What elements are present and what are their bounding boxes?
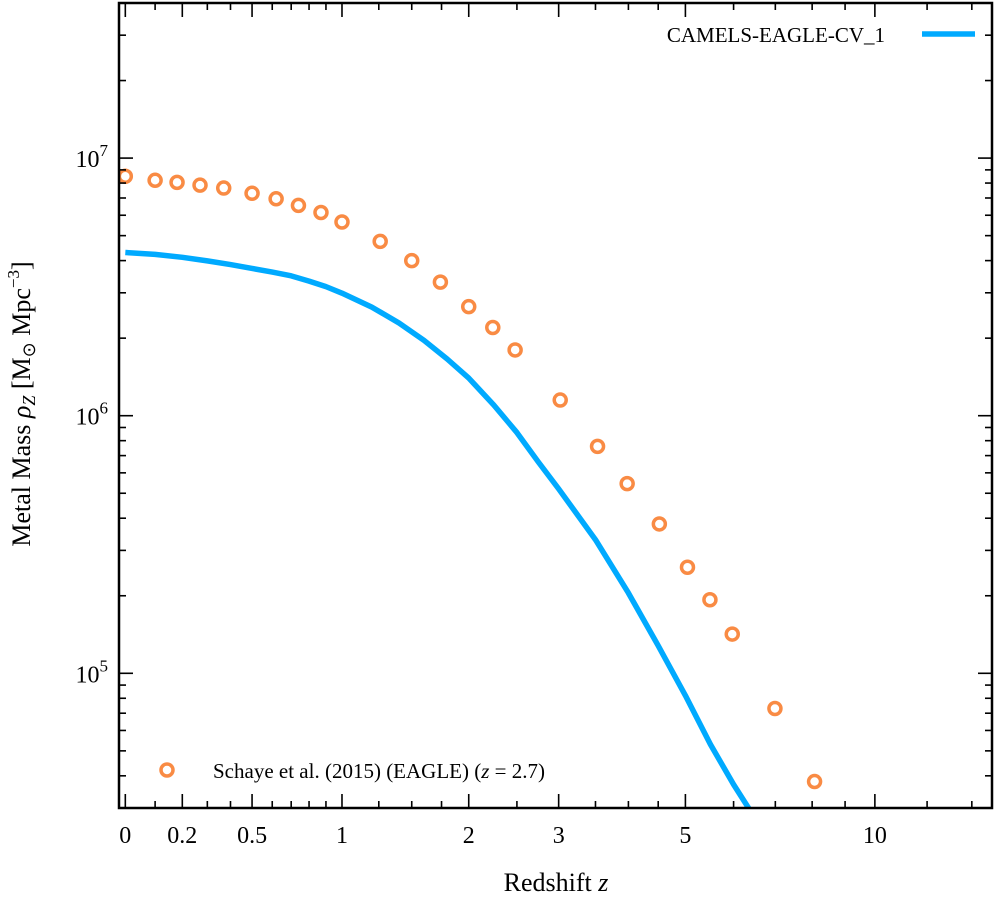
scatter-point [169, 174, 185, 191]
y-tick-label: 106 [76, 399, 109, 431]
scatter-point [485, 319, 501, 336]
scatter-point [651, 516, 668, 532]
y-tick-label: 107 [76, 141, 109, 173]
legend-scatter-label: Schaye et al. (2015) (EAGLE) (z = 2.7) [213, 759, 545, 783]
scatter-point [268, 191, 284, 207]
scatter-point [806, 773, 823, 790]
x-tick-label: 1 [336, 823, 348, 849]
y-tick-label: 105 [76, 656, 109, 688]
plot-frame [117, 1, 994, 810]
legend-scatter: Schaye et al. (2015) (EAGLE) (z = 2.7) [159, 759, 545, 783]
x-tick-label: 2 [463, 823, 475, 849]
scatter-point [432, 274, 449, 290]
scatter-point [334, 214, 350, 230]
scatter-point [290, 197, 307, 214]
scatter-point [767, 700, 783, 717]
x-axis-title: Redshift z [504, 868, 609, 897]
series-line-0 [125, 249, 752, 808]
series-layer [119, 168, 823, 808]
scatter-point [552, 392, 568, 408]
x-tick-label: 10 [863, 823, 887, 849]
scatter-point [372, 233, 388, 250]
scatter-point [403, 252, 420, 269]
y-axis-title: Metal Mass ρZ [M⊙ Mpc−3] [4, 261, 39, 546]
x-tick-label: 3 [553, 823, 565, 849]
scatter-point [724, 626, 740, 642]
scatter-point [679, 559, 696, 576]
x-tick-label: 0.2 [167, 823, 197, 849]
x-tick-label: 0.5 [237, 823, 267, 849]
legend-scatter-marker [159, 762, 175, 778]
scatter-point [215, 180, 232, 196]
scatter-point [702, 591, 718, 608]
tick-labels-layer: 0 0.2 0.5 1 2 3 5 10 105 106 107 [76, 141, 887, 849]
scatter-point [313, 204, 329, 221]
scatter-point [589, 438, 606, 455]
x-tick-label: 5 [679, 823, 691, 849]
legend-line-label: CAMELS-EAGLE-CV_1 [667, 23, 885, 47]
scatter-point [619, 475, 635, 492]
scatter-point [192, 177, 208, 193]
scatter-point [507, 342, 523, 358]
scatter-point [147, 172, 163, 189]
scatter-point [119, 168, 134, 185]
legend-line: CAMELS-EAGLE-CV_1 [667, 23, 975, 47]
scatter-point [244, 185, 260, 202]
x-tick-label: 0 [119, 823, 131, 849]
scatter-point [460, 298, 477, 315]
